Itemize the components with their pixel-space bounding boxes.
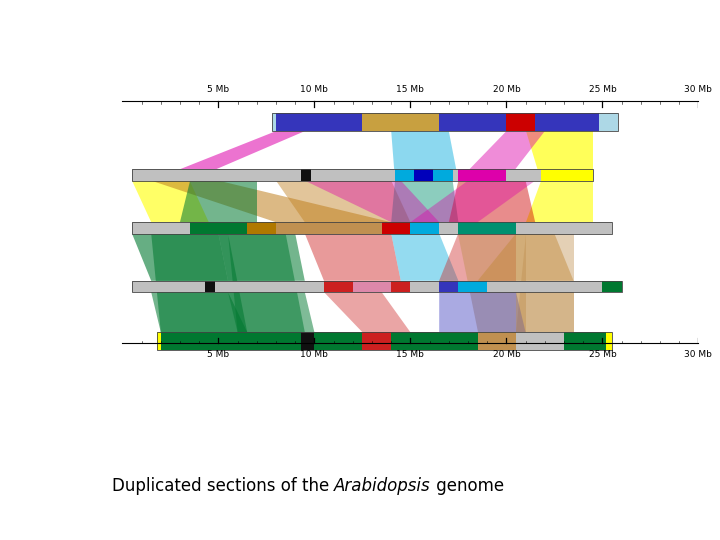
Polygon shape — [391, 131, 459, 180]
Bar — [189, 222, 247, 233]
Bar — [362, 332, 391, 350]
Text: 10 Mb: 10 Mb — [300, 350, 328, 359]
Bar — [459, 281, 487, 292]
Bar — [541, 169, 593, 180]
Bar — [506, 113, 535, 131]
Polygon shape — [132, 233, 228, 281]
Text: 15 Mb: 15 Mb — [397, 350, 424, 359]
Bar — [603, 281, 621, 292]
Text: Duplicated sections of the: Duplicated sections of the — [112, 477, 334, 495]
Polygon shape — [151, 233, 247, 332]
Text: 5 Mb: 5 Mb — [207, 350, 230, 359]
Bar — [301, 169, 310, 180]
Bar — [132, 169, 593, 180]
Bar — [132, 222, 612, 233]
Bar — [477, 332, 516, 350]
Text: 30 Mb: 30 Mb — [685, 350, 712, 359]
Bar — [439, 113, 506, 131]
Bar — [395, 169, 414, 180]
Polygon shape — [391, 233, 459, 281]
Polygon shape — [449, 180, 535, 222]
Polygon shape — [439, 233, 516, 281]
Bar — [132, 281, 621, 292]
Polygon shape — [151, 180, 391, 222]
Bar — [324, 281, 353, 292]
Bar — [391, 281, 410, 292]
Polygon shape — [410, 180, 535, 222]
Polygon shape — [228, 233, 305, 332]
Text: genome: genome — [431, 477, 504, 495]
Bar — [276, 222, 382, 233]
Bar — [353, 281, 391, 292]
Text: 20 Mb: 20 Mb — [492, 85, 521, 93]
Polygon shape — [516, 233, 574, 332]
Polygon shape — [516, 292, 574, 332]
Bar — [247, 222, 276, 233]
Polygon shape — [228, 292, 315, 332]
Bar — [439, 281, 459, 292]
Bar — [157, 332, 612, 350]
Polygon shape — [324, 292, 410, 332]
Polygon shape — [132, 180, 209, 222]
Polygon shape — [276, 180, 410, 222]
Bar — [132, 169, 593, 180]
Text: 5 Mb: 5 Mb — [207, 85, 230, 93]
Text: 20 Mb: 20 Mb — [492, 350, 521, 359]
Polygon shape — [305, 180, 439, 222]
Bar — [157, 332, 612, 350]
Bar — [362, 113, 439, 131]
Text: 25 Mb: 25 Mb — [588, 85, 616, 93]
Bar — [459, 222, 516, 233]
Bar — [598, 113, 618, 131]
Bar — [459, 169, 506, 180]
Bar — [161, 332, 606, 350]
Bar — [301, 332, 315, 350]
Polygon shape — [305, 233, 401, 281]
Polygon shape — [526, 180, 593, 222]
Bar — [382, 222, 410, 233]
Polygon shape — [391, 180, 459, 222]
Text: 25 Mb: 25 Mb — [588, 350, 616, 359]
Polygon shape — [459, 131, 545, 180]
Polygon shape — [180, 180, 257, 222]
Text: 15 Mb: 15 Mb — [397, 85, 424, 93]
Bar — [414, 169, 433, 180]
Polygon shape — [526, 131, 593, 180]
Polygon shape — [151, 292, 247, 332]
Bar — [410, 222, 439, 233]
Bar — [295, 113, 362, 131]
Text: 30 Mb: 30 Mb — [685, 85, 712, 93]
Bar — [433, 169, 453, 180]
Polygon shape — [477, 233, 574, 281]
Bar — [535, 113, 598, 131]
Polygon shape — [459, 233, 526, 332]
Bar — [132, 281, 621, 292]
Polygon shape — [218, 233, 305, 281]
Bar — [272, 113, 618, 131]
Text: Arabidopsis: Arabidopsis — [334, 477, 431, 495]
Bar — [132, 222, 612, 233]
Bar — [276, 113, 295, 131]
Polygon shape — [151, 131, 305, 180]
Polygon shape — [439, 292, 526, 332]
Bar — [205, 281, 215, 292]
Bar — [272, 113, 618, 131]
Bar — [295, 113, 612, 131]
Bar — [516, 332, 564, 350]
Text: 10 Mb: 10 Mb — [300, 85, 328, 93]
